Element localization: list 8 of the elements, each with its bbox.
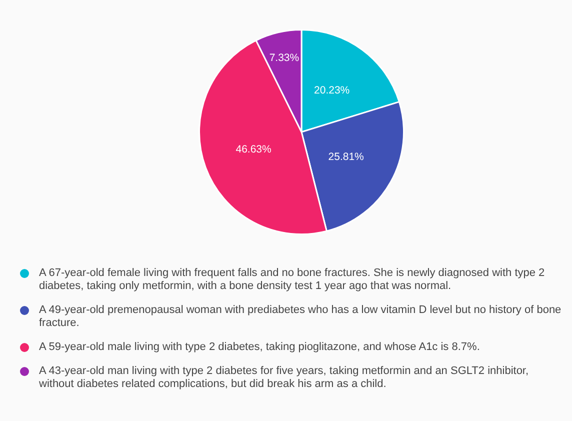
legend-label: A 59-year-old male living with type 2 diabetes, taking pioglitazone, and whose A1c is 8.7%. xyxy=(39,341,480,354)
data-label: 25.81% xyxy=(328,150,364,163)
data-label: 46.63% xyxy=(236,144,272,156)
data-label: 20.23% xyxy=(314,84,350,97)
legend-label: A 43-year-old man living with type 2 diabetes for five years, taking metformin and an SGLT2 inhibitor, without diabetes related complications, but did break his arm as a child. xyxy=(39,365,530,391)
data-label: 7.33% xyxy=(269,52,300,64)
legend-label: A 67-year-old female living with frequent falls and no bone fractures. She is newly diagnosed with type 2 diabetes, taking only metformin, with a bone density test 1 year ago that was normal. xyxy=(39,267,546,293)
legend-label: A 49-year-old premenopausal woman with prediabetes who has a low vitamin D level but no history of bone fracture. xyxy=(39,304,562,330)
